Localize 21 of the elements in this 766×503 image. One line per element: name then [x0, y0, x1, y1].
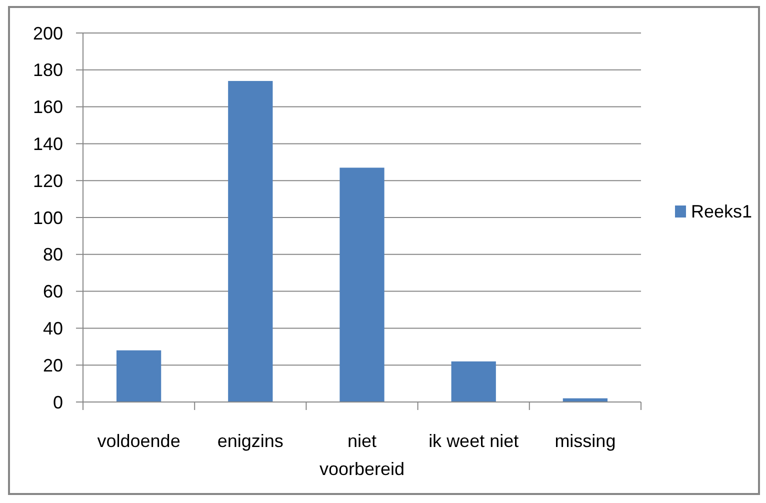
x-tick-label: missing [554, 431, 616, 451]
x-tick-label: niet voorbereid [319, 431, 405, 479]
bar [451, 361, 496, 402]
y-tick-label: 120 [32, 170, 63, 191]
y-tick-label: 100 [32, 208, 63, 228]
bar [116, 350, 162, 402]
x-tick-label: voldoende [97, 431, 180, 451]
y-tick-label: 60 [42, 282, 63, 302]
y-tick-label: 200 [32, 23, 63, 44]
y-tick-label: 40 [42, 318, 63, 338]
x-tick-label: enigzins [217, 431, 284, 451]
y-tick-label: 180 [32, 60, 63, 80]
legend-label: Reeks1 [691, 202, 752, 222]
y-tick-label: 160 [32, 97, 63, 118]
y-tick-label: 80 [42, 244, 63, 265]
y-tick-label: 20 [42, 355, 63, 376]
y-tick-label: 0 [52, 392, 63, 412]
y-tick-label: 140 [32, 134, 63, 154]
bar [340, 168, 384, 402]
bar [228, 80, 273, 402]
x-tick-label: ik weet niet [428, 431, 519, 451]
